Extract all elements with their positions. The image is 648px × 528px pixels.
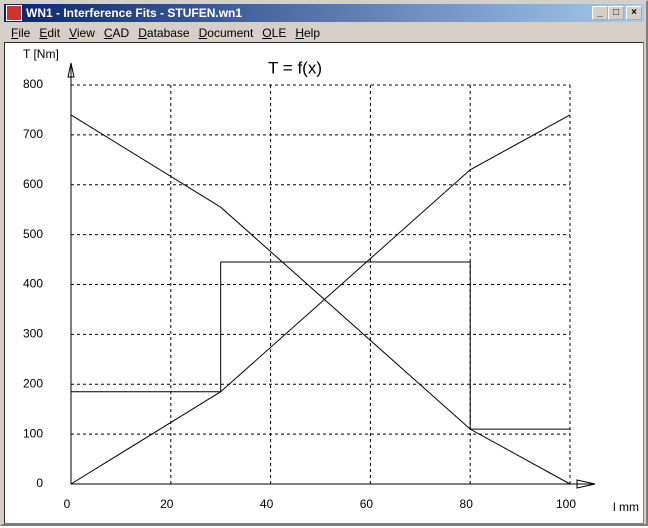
y-tick-label: 500 [23, 227, 43, 241]
menu-item[interactable]: OLE [262, 26, 287, 40]
y-tick-label: 400 [23, 277, 43, 291]
app-icon[interactable] [6, 5, 22, 21]
y-tick-label: 0 [36, 476, 43, 490]
y-tick-label: 700 [23, 127, 43, 141]
menu-item[interactable]: Database [138, 26, 190, 40]
menu-item[interactable]: Document [198, 26, 254, 40]
y-tick-label: 300 [23, 327, 43, 341]
title-bar: WN1 - Interference Fits - STUFEN.wn1 _ □… [4, 4, 644, 22]
chart-title: T = f(x) [268, 58, 322, 77]
maximize-button[interactable]: □ [608, 6, 624, 20]
chart-area: T [Nm] l mm T = f(x) 0 100 200 300 400 500 600… [4, 42, 644, 524]
menu-item[interactable]: View [69, 26, 95, 40]
window-title: WN1 - Interference Fits - STUFEN.wn1 [26, 6, 243, 20]
menu-item[interactable]: Edit [39, 26, 61, 40]
y-tick-label: 100 [23, 426, 43, 440]
data-line [71, 261, 570, 430]
x-tick-label: 60 [360, 497, 374, 511]
y-axis-arrow [67, 62, 75, 78]
y-axis-label: T [Nm] [23, 47, 59, 61]
x-tick-label: 100 [556, 497, 576, 511]
menu-bar: File Edit View CAD Database Document OLE Help [4, 24, 644, 42]
menu-item[interactable]: CAD [103, 26, 130, 40]
x-axis-label: l mm [613, 500, 639, 514]
x-axis-arrow [576, 479, 596, 489]
data-line [70, 114, 571, 485]
y-tick-label: 800 [23, 77, 43, 91]
chart: T [Nm] l mm T = f(x) 0100200300400500600… [23, 47, 639, 514]
menu-item[interactable]: File [11, 26, 31, 40]
x-tick-label: 80 [460, 497, 474, 511]
y-tick-label: 600 [23, 177, 43, 191]
data-line [70, 114, 571, 485]
x-tick-label: 20 [160, 497, 174, 511]
x-tick-label: 40 [260, 497, 274, 511]
minimize-button[interactable]: _ [592, 6, 608, 20]
close-button[interactable]: × [626, 6, 642, 20]
menu-item[interactable]: Help [295, 26, 321, 40]
y-tick-label: 200 [23, 376, 43, 390]
x-tick-label: 0 [64, 497, 71, 511]
